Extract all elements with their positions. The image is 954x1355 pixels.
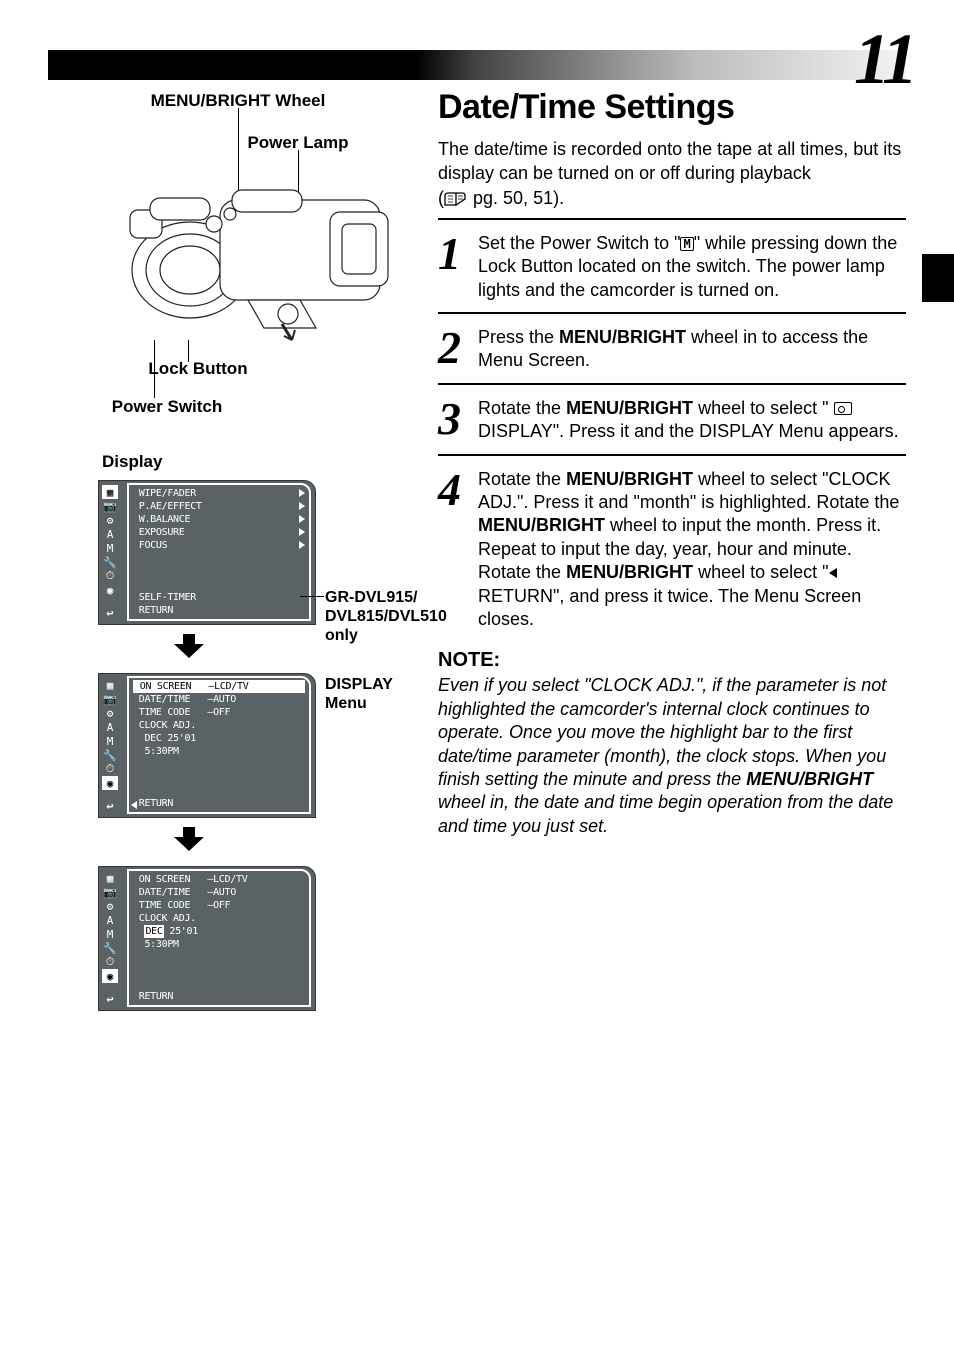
menu-screen-2: ▦📷⚙AM🔧⏱◉ ↩ ON SCREEN –LCD/TV DATE/TIME –…	[98, 673, 316, 818]
menu-row: RETURN	[133, 990, 305, 1003]
page-header-bar	[48, 50, 906, 80]
menu-row: ON SCREEN –LCD/TV	[133, 873, 305, 886]
step: 4Rotate the MENU/BRIGHT wheel to select …	[438, 468, 906, 642]
label-power-switch: Power Switch	[102, 398, 232, 417]
label-display-menu: DISPLAY Menu	[325, 675, 412, 713]
step-number: 4	[438, 470, 478, 509]
menu-row: DATE/TIME –AUTO	[133, 886, 305, 899]
menu-row: FOCUS	[133, 539, 305, 552]
menu-category-icon: A	[102, 720, 118, 734]
menu-category-icon: A	[102, 527, 118, 541]
menu-row: DEC 25'01	[133, 732, 305, 745]
menu-category-icon: 📷	[102, 885, 118, 899]
camera-diagram-area: MENU/BRIGHT Wheel Power Lamp	[48, 92, 412, 422]
menu-row: 5:30PM	[133, 745, 305, 758]
menu-row	[133, 552, 305, 565]
step: 3Rotate the MENU/BRIGHT wheel to select …	[438, 397, 906, 456]
menu-category-icon: ▦	[102, 678, 118, 692]
label-display: Display	[102, 452, 412, 472]
menu-category-icon: ⏱	[102, 762, 118, 776]
menu-screen-1: ▦📷⚙AM🔧⏱◉ ↩ WIPE/FADER P.AE/EFFECT W.BALA…	[98, 480, 316, 625]
step-body: Press the MENU/BRIGHT wheel in to access…	[478, 326, 906, 373]
menu-category-icon: ▦	[102, 871, 118, 885]
menu-category-icon: M	[102, 927, 118, 941]
menu-row: P.AE/EFFECT	[133, 500, 305, 513]
menu-row: CLOCK ADJ.	[133, 912, 305, 925]
label-lock-button: Lock Button	[138, 360, 258, 379]
menu-category-icon: ▦	[102, 485, 118, 499]
menu-row	[133, 565, 305, 578]
menu-category-icon: 📷	[102, 499, 118, 513]
menu-category-icon: ⚙	[102, 706, 118, 720]
menu-category-icon: 🔧	[102, 748, 118, 762]
left-triangle-icon	[829, 568, 837, 578]
menu-row: WIPE/FADER	[133, 487, 305, 500]
menu-category-icon: ◉	[102, 776, 118, 790]
menu-row: CLOCK ADJ.	[133, 719, 305, 732]
model-note: GR-DVL915/ DVL815/DVL510 only	[325, 588, 447, 646]
intro-text: The date/time is recorded onto the tape …	[438, 137, 906, 210]
menu-row: TIME CODE –OFF	[133, 706, 305, 719]
step-body: Rotate the MENU/BRIGHT wheel to select "…	[478, 468, 906, 632]
note-body: Even if you select "CLOCK ADJ.", if the …	[438, 674, 906, 838]
menu-row: DATE/TIME –AUTO	[133, 693, 305, 706]
return-icon: ↩	[102, 992, 118, 1006]
menu-row: ON SCREEN –LCD/TV	[133, 680, 305, 693]
step-number: 1	[438, 234, 478, 273]
leader-line	[154, 340, 155, 398]
menu-screen-3: ▦📷⚙AM🔧⏱◉ ↩ ON SCREEN –LCD/TV DATE/TIME –…	[98, 866, 316, 1011]
menu-category-icon: 📷	[102, 692, 118, 706]
down-arrow-icon	[174, 826, 412, 858]
thumb-tab	[922, 254, 954, 302]
return-icon: ↩	[102, 606, 118, 620]
step: 2Press the MENU/BRIGHT wheel in to acces…	[438, 326, 906, 385]
step: 1Set the Power Switch to "M" while press…	[438, 232, 906, 314]
mode-m-icon: M	[680, 237, 693, 251]
menu-row	[133, 578, 305, 591]
menu-category-icon: ⏱	[102, 955, 118, 969]
menu-row: 5:30PM	[133, 938, 305, 951]
menu-category-icon: M	[102, 541, 118, 555]
menu-category-icon: ⏱	[102, 569, 118, 583]
menu-row: RETURN	[133, 604, 305, 617]
menu-row	[133, 758, 305, 771]
step-body: Set the Power Switch to "M" while pressi…	[478, 232, 906, 302]
menu-category-icon: ⚙	[102, 899, 118, 913]
step-number: 2	[438, 328, 478, 367]
menu-row: TIME CODE –OFF	[133, 899, 305, 912]
menu-row	[133, 977, 305, 990]
menu-category-icon: 🔧	[102, 555, 118, 569]
menu-row	[133, 771, 305, 784]
menu-category-icon: 🔧	[102, 941, 118, 955]
menu-category-icon: M	[102, 734, 118, 748]
menu-row	[133, 951, 305, 964]
menu-row: SELF-TIMER	[133, 591, 305, 604]
display-icon	[834, 402, 852, 415]
page-ref-icon	[444, 192, 466, 206]
step-body: Rotate the MENU/BRIGHT wheel to select "…	[478, 397, 906, 444]
menu-row: EXPOSURE	[133, 526, 305, 539]
note-heading: NOTE:	[438, 649, 906, 672]
return-icon: ↩	[102, 799, 118, 813]
menu-row	[133, 964, 305, 977]
camera-illustration	[120, 150, 410, 360]
menu-category-icon: A	[102, 913, 118, 927]
menu-row: RETURN	[133, 797, 305, 810]
menu-category-icon: ◉	[102, 969, 118, 983]
leader-line	[300, 596, 324, 597]
menu-row: DEC 25'01	[133, 925, 305, 938]
menu-category-icon: ⚙	[102, 513, 118, 527]
step-number: 3	[438, 399, 478, 438]
menu-row	[133, 784, 305, 797]
page-title: Date/Time Settings	[438, 88, 906, 127]
menu-category-icon: ◉	[102, 583, 118, 597]
menu-row: W.BALANCE	[133, 513, 305, 526]
